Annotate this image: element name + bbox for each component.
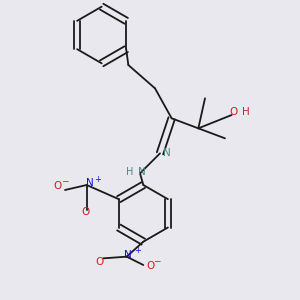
Text: −: − (61, 176, 69, 185)
Text: O: O (95, 257, 103, 267)
Text: N: N (86, 178, 94, 188)
Text: N: N (138, 167, 146, 177)
Text: O: O (81, 207, 89, 217)
Text: +: + (94, 175, 101, 184)
Text: O: O (53, 181, 62, 191)
Text: H: H (126, 167, 134, 177)
Text: N: N (124, 250, 132, 260)
Text: H: H (242, 107, 250, 117)
Text: −: − (153, 256, 160, 266)
Text: O: O (229, 107, 238, 117)
Text: O: O (146, 261, 155, 271)
Text: +: + (134, 246, 141, 255)
Text: N: N (164, 148, 171, 158)
